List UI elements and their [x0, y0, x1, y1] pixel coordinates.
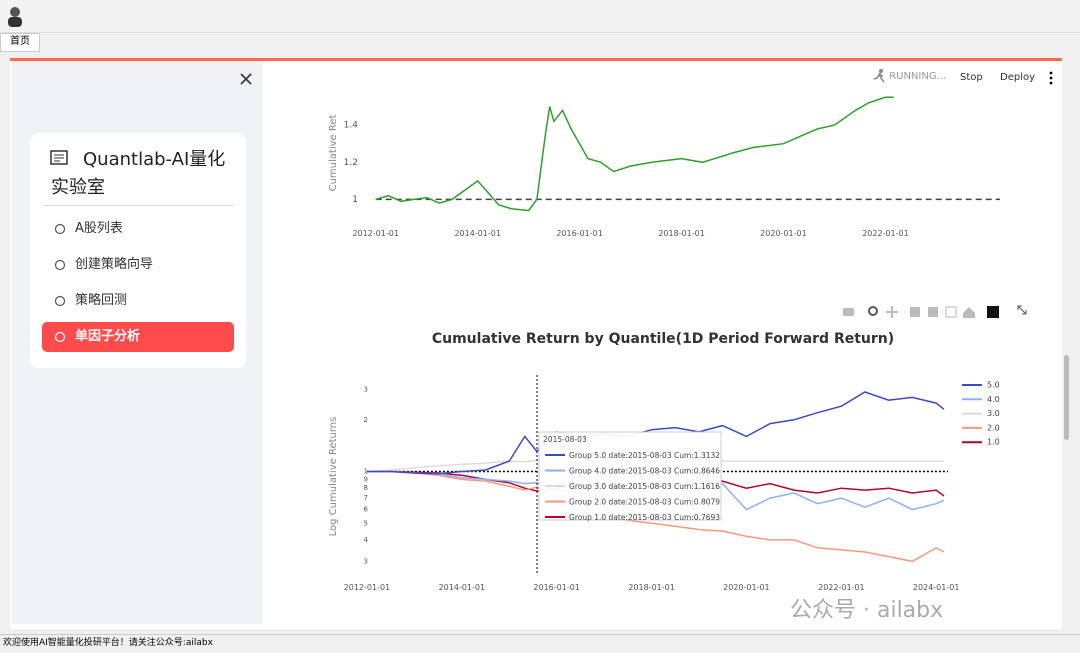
tooltip-line: Group 1.0 date:2015-08-03 Cum:0.7693	[569, 513, 720, 522]
y-axis-label: Log Cumulative Returns	[328, 417, 339, 537]
x-tick-label: 2014-01-01	[439, 583, 486, 592]
data-line	[366, 470, 945, 563]
more-button[interactable]	[1048, 71, 1054, 85]
menu-icon	[54, 331, 66, 343]
scrollbar[interactable]	[1064, 355, 1069, 440]
legend-label: 3.0	[987, 409, 1000, 418]
stop-button[interactable]: Stop	[960, 72, 983, 83]
modebar-icons[interactable]	[843, 305, 1027, 318]
x-tick-label: 2020-01-01	[760, 229, 807, 238]
tooltip-line: Group 3.0 date:2015-08-03 Cum:1.1616	[569, 482, 720, 491]
y-tick-label: 4	[364, 536, 369, 544]
data-line	[366, 391, 945, 475]
y-tick-label: 3	[364, 557, 368, 565]
menu-item[interactable]: 策略回测	[42, 286, 234, 316]
tab[interactable]: 首页	[0, 33, 40, 52]
tooltip-line: Group 5.0 date:2015-08-03 Cum:1.3132	[569, 451, 720, 460]
x-tick-label: 2018-01-01	[628, 583, 675, 592]
y-tick-label: 3	[364, 386, 368, 394]
deploy-button[interactable]: Deploy	[1000, 72, 1036, 83]
watermark: 公众号 · ailabx	[790, 598, 944, 623]
legend-label: 4.0	[987, 395, 1000, 404]
y-tick-label: 9	[364, 475, 368, 483]
y-tick-label: 6	[364, 506, 369, 514]
status-bar: 欢迎使用AI智能量化投研平台！请关注公众号:ailabx	[0, 634, 1080, 653]
y-tick-label: 1.2	[344, 158, 358, 168]
tooltip-line: Group 4.0 date:2015-08-03 Cum:0.8646	[569, 467, 720, 476]
legend-label: 1.0	[987, 438, 1000, 447]
x-tick-label: 2012-01-01	[352, 229, 399, 238]
tooltip-title: 2015-08-03	[543, 435, 587, 444]
x-tick-label: 2014-01-01	[454, 229, 501, 238]
status-text: RUNNING...	[889, 71, 947, 82]
sidebar-title: Quantlab-AI量化实验室	[51, 149, 226, 198]
y-tick-label: 1.4	[344, 121, 359, 131]
menu-icon	[54, 223, 66, 235]
x-tick-label: 2024-01-01	[913, 583, 960, 592]
close-button[interactable]	[240, 70, 252, 89]
avatar	[8, 7, 22, 27]
x-tick-label: 2020-01-01	[723, 583, 770, 592]
menu-icon	[54, 259, 66, 271]
status-indicator: RUNNING...	[872, 68, 946, 84]
modebar	[843, 305, 1027, 318]
data-line	[375, 96, 894, 212]
x-tick-label: 2016-01-01	[556, 229, 603, 238]
x-tick-label: 2022-01-01	[818, 583, 865, 592]
y-tick-label: 7	[364, 494, 368, 502]
y-tick-label: 1	[364, 468, 368, 476]
tooltip	[538, 431, 722, 521]
x-tick-label: 2016-01-01	[533, 583, 580, 592]
menu-item[interactable]: A股列表	[42, 214, 234, 244]
chart-title: Cumulative Return by Quantile(1D Period …	[432, 331, 894, 347]
legend-label: 5.0	[987, 381, 1000, 390]
y-tick-label: 8	[364, 484, 368, 492]
menu-item[interactable]: 单因子分析	[42, 322, 234, 352]
menu-icon	[54, 295, 66, 307]
y-tick-label: 2	[364, 416, 368, 424]
y-tick-label: 1	[352, 195, 358, 205]
legend-label: 2.0	[987, 423, 1000, 432]
menu-item[interactable]: 创建策略向导	[42, 250, 234, 280]
x-tick-label: 2018-01-01	[658, 229, 705, 238]
y-axis-label: Cumulative Ret	[328, 115, 339, 192]
tooltip-line: Group 2.0 date:2015-08-03 Cum:0.8079	[569, 498, 720, 507]
x-tick-label: 2022-01-01	[862, 229, 909, 238]
x-tick-label: 2012-01-01	[344, 583, 391, 592]
title-bar	[0, 0, 1080, 33]
title-icon	[50, 150, 68, 165]
y-tick-label: 5	[364, 519, 368, 527]
divider	[42, 205, 234, 206]
